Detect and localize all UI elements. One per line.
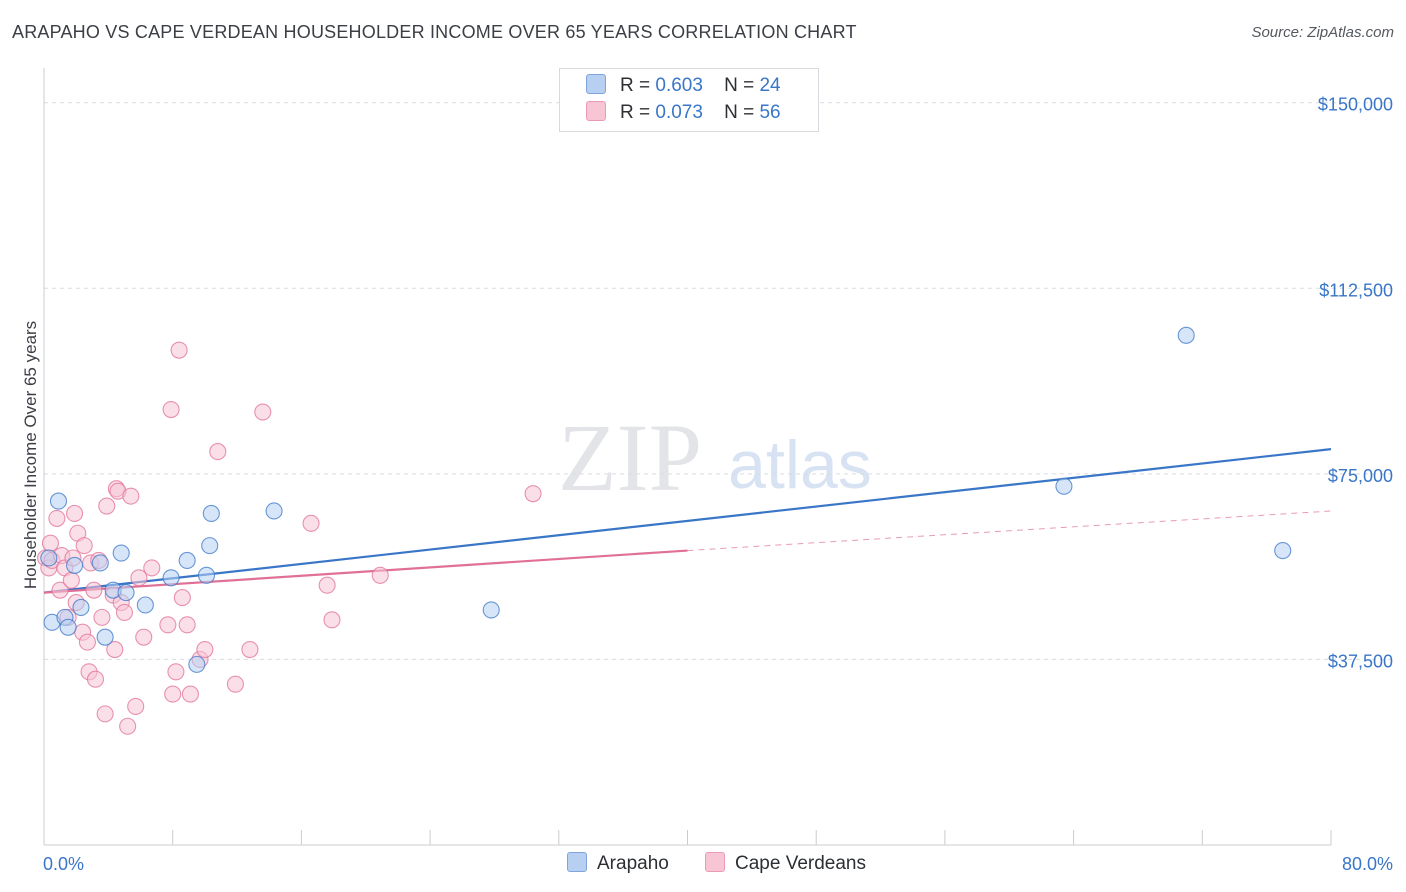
watermark-zip: ZIP [558, 404, 702, 511]
point-cape-verdeans [127, 697, 145, 715]
point-arapaho [96, 628, 114, 646]
point-cape-verdeans [162, 400, 180, 419]
point-cape-verdeans [93, 608, 111, 626]
point-arapaho [117, 584, 135, 602]
point-cape-verdeans [51, 581, 69, 599]
point-arapaho [162, 569, 180, 587]
point-cape-verdeans [318, 576, 336, 594]
point-arapaho [72, 598, 90, 617]
legend-swatch-cape-verdeans [586, 101, 606, 121]
point-cape-verdeans [524, 485, 542, 503]
chart-title: ARAPAHO VS CAPE VERDEAN HOUSEHOLDER INCO… [12, 22, 857, 42]
stats-legend-row-arapaho: R = 0.603 N = 24 [586, 74, 781, 100]
point-cape-verdeans [41, 534, 59, 552]
point-cape-verdeans [241, 640, 259, 659]
y-tick-label: $150,000 [1318, 95, 1393, 115]
point-cape-verdeans [209, 443, 227, 461]
x-tick-label-max: 80.0% [1342, 854, 1393, 874]
r-value: 0.073 [655, 102, 703, 123]
point-arapaho [1274, 542, 1292, 560]
point-cape-verdeans [167, 663, 185, 681]
trend-line-cape-verdeans [43, 549, 688, 594]
legend-swatch-arapaho [586, 74, 606, 94]
r-label: R = [620, 102, 651, 123]
point-cape-verdeans [302, 514, 320, 532]
data-points [37, 326, 1292, 735]
point-cape-verdeans [115, 603, 133, 621]
point-arapaho [482, 601, 500, 619]
point-arapaho [136, 596, 154, 614]
r-label: R = [620, 75, 651, 96]
point-arapaho [40, 549, 58, 567]
n-value: 24 [759, 75, 781, 96]
point-cape-verdeans [178, 616, 196, 634]
point-cape-verdeans [196, 640, 214, 659]
point-cape-verdeans [96, 705, 114, 723]
n-value: 56 [759, 102, 781, 123]
point-cape-verdeans [66, 504, 84, 523]
stats-legend: R = 0.603 N = 24 R = 0.073 N = 56 [559, 68, 819, 132]
point-arapaho [201, 537, 219, 555]
point-arapaho [188, 655, 206, 673]
point-arapaho [197, 566, 216, 584]
point-arapaho [59, 618, 77, 636]
point-cape-verdeans [75, 537, 93, 555]
point-cape-verdeans [143, 559, 161, 577]
y-tick-label: $37,500 [1328, 651, 1393, 671]
point-arapaho [1055, 477, 1073, 495]
legend-swatch-cape-verdeans [705, 852, 725, 872]
r-value: 0.603 [655, 75, 703, 96]
point-cape-verdeans [226, 675, 244, 693]
point-cape-verdeans [85, 581, 103, 599]
point-arapaho [112, 544, 130, 562]
point-cape-verdeans [86, 670, 105, 688]
trend-extension-cape-verdeans [687, 510, 1332, 552]
gridlines [44, 102, 1394, 660]
point-cape-verdeans [164, 685, 182, 703]
legend-label-cape-verdeans: Cape Verdeans [735, 853, 866, 874]
n-label: N = [724, 102, 755, 123]
point-cape-verdeans [62, 571, 80, 589]
axes [43, 68, 1332, 846]
legend-item-cape-verdeans[interactable]: Cape Verdeans [705, 852, 866, 875]
point-cape-verdeans [98, 497, 116, 515]
point-cape-verdeans [78, 633, 96, 651]
legend-swatch-arapaho [567, 852, 587, 872]
legend-label-arapaho: Arapaho [597, 853, 669, 874]
point-arapaho [1177, 326, 1195, 344]
point-arapaho [66, 556, 84, 574]
watermark-atlas: atlas [728, 427, 872, 503]
point-cape-verdeans [323, 611, 341, 629]
trend-lines [43, 448, 1332, 594]
n-label: N = [724, 75, 755, 96]
point-cape-verdeans [159, 616, 177, 634]
point-arapaho [49, 492, 68, 510]
y-tick-labels: $150,000 $112,500 $75,000 $37,500 [1318, 95, 1393, 672]
point-cape-verdeans [106, 640, 124, 659]
point-arapaho [91, 554, 109, 572]
legend-item-arapaho[interactable]: Arapaho [567, 852, 669, 875]
stats-legend-row-cape-verdeans: R = 0.073 N = 56 [586, 101, 781, 127]
point-cape-verdeans [254, 403, 272, 421]
y-axis-title: Householder Income Over 65 years [21, 321, 40, 589]
y-tick-label: $112,500 [1319, 280, 1393, 300]
y-tick-label: $75,000 [1328, 466, 1393, 486]
point-arapaho [202, 504, 220, 523]
point-cape-verdeans [48, 509, 66, 527]
trend-line-arapaho [43, 448, 1332, 594]
point-cape-verdeans [170, 341, 188, 359]
watermark: ZIP atlas [558, 404, 872, 511]
point-cape-verdeans [371, 566, 389, 584]
x-tick-label-min: 0.0% [43, 854, 84, 874]
point-cape-verdeans [119, 717, 137, 735]
point-cape-verdeans [130, 569, 148, 587]
point-arapaho [265, 502, 283, 520]
point-arapaho [178, 551, 196, 570]
chart-source: Source: ZipAtlas.com [1251, 24, 1394, 41]
point-cape-verdeans [135, 628, 153, 646]
point-cape-verdeans [181, 685, 199, 703]
point-cape-verdeans [122, 487, 140, 505]
point-cape-verdeans [173, 589, 191, 607]
